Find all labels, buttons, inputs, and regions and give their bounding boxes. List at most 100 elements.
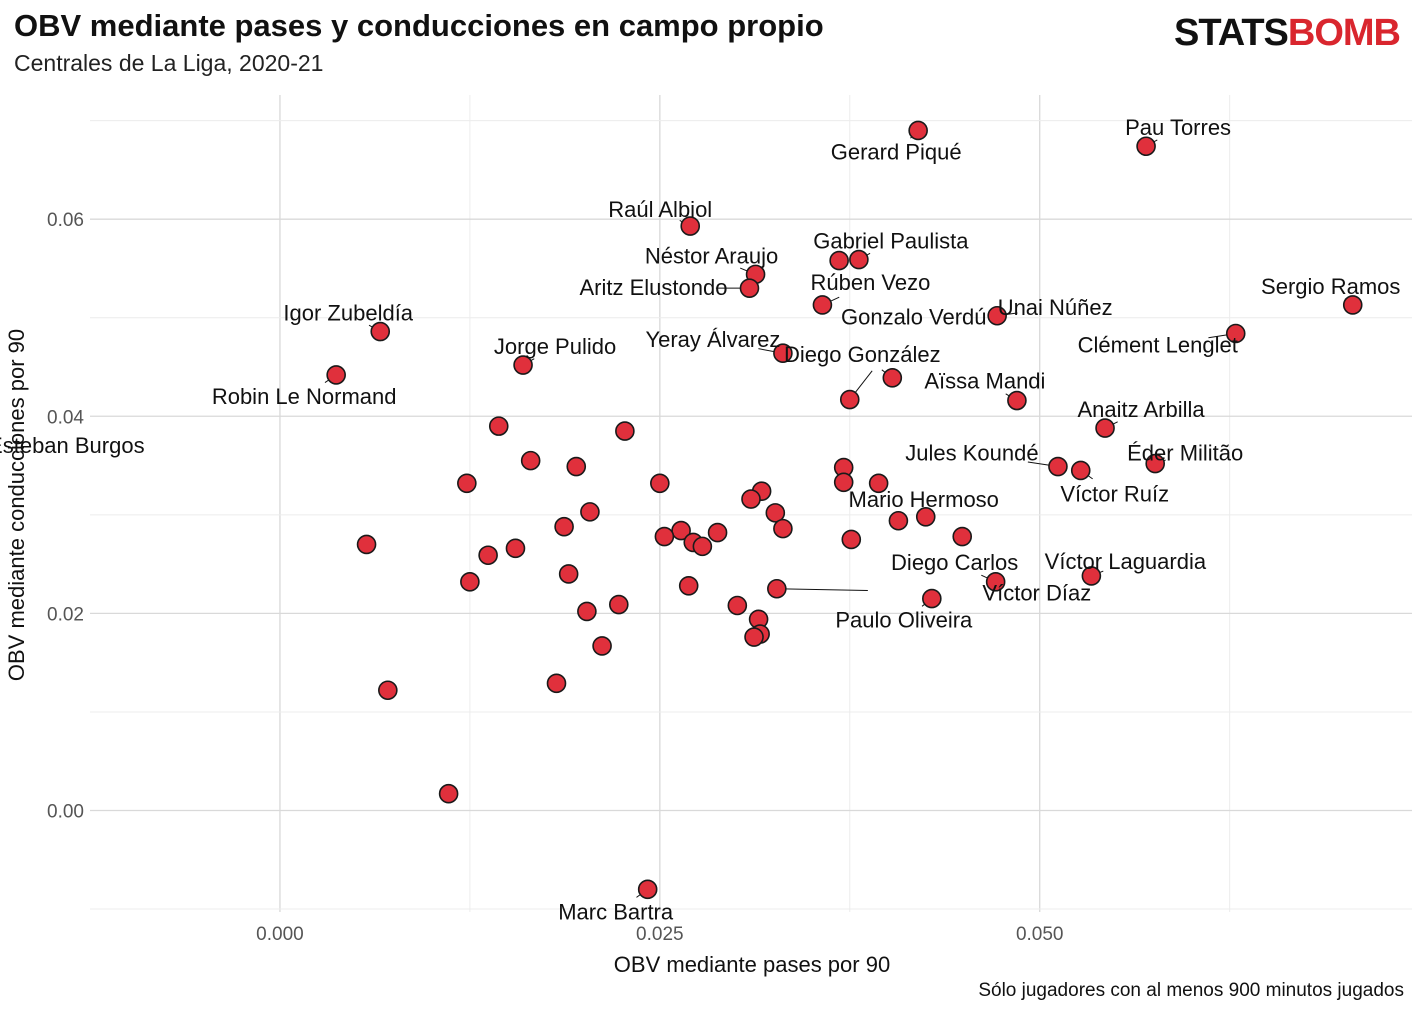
player-point xyxy=(592,636,612,656)
player-point xyxy=(457,473,477,494)
player-point xyxy=(829,250,849,271)
player-point xyxy=(460,572,480,592)
player-point xyxy=(637,879,658,900)
player-point xyxy=(1225,323,1246,344)
point-label: Yeray Álvarez xyxy=(645,327,780,352)
player-point xyxy=(1070,460,1091,481)
player-point xyxy=(678,575,699,596)
player-point xyxy=(882,368,903,388)
point-label: Rúben Vezo xyxy=(810,270,930,295)
grid-lines xyxy=(90,95,1412,912)
player-point xyxy=(1095,418,1115,438)
logo-bomb-text: BOMB xyxy=(1287,12,1401,54)
player-point xyxy=(650,473,670,494)
y-tick-label: 0.06 xyxy=(47,210,84,231)
player-point xyxy=(839,389,860,410)
point-label: Gerard Piqué xyxy=(831,139,962,164)
point-label: Gabriel Paulista xyxy=(813,229,969,254)
player-point xyxy=(1145,453,1165,474)
player-point xyxy=(868,473,889,494)
player-point xyxy=(841,529,862,550)
player-point xyxy=(1007,390,1027,411)
player-point xyxy=(326,365,346,385)
x-tick-label: 0.025 xyxy=(636,924,684,945)
x-tick-label: 0.050 xyxy=(1016,924,1064,945)
x-tick-label: 0.000 xyxy=(256,924,304,945)
player-point xyxy=(707,522,728,543)
point-label: Néstor Araujo xyxy=(645,243,778,268)
player-point xyxy=(727,595,748,616)
player-point xyxy=(922,588,942,609)
player-point xyxy=(987,305,1007,326)
point-label: Esteban Burgos xyxy=(0,433,145,458)
player-point xyxy=(478,545,498,566)
point-label: Pau Torres xyxy=(1125,115,1231,140)
player-point xyxy=(1342,295,1363,315)
player-point xyxy=(356,534,377,555)
player-point xyxy=(888,510,909,531)
player-point xyxy=(1136,136,1156,157)
player-point xyxy=(566,456,587,477)
player-point xyxy=(952,526,973,547)
axis-ticks: 0.000 0.025 0.050 0.00 0.02 0.04 0.06 xyxy=(47,210,1063,945)
player-point xyxy=(739,278,760,298)
player-point xyxy=(554,516,574,537)
player-point xyxy=(692,536,713,557)
player-point xyxy=(1048,456,1068,477)
point-label: Víctor Ruíz xyxy=(1060,481,1169,506)
point-label: Marc Bartra xyxy=(558,899,674,924)
player-point xyxy=(577,601,597,622)
player-point xyxy=(985,572,1006,592)
y-tick-label: 0.02 xyxy=(47,604,84,625)
point-label: Diego Carlos xyxy=(891,550,1018,575)
point-label: Aïssa Mandi xyxy=(924,369,1045,394)
player-point xyxy=(505,538,526,559)
y-axis-title: OBV mediante conducciones por 90 xyxy=(4,329,29,681)
point-label: Víctor Laguardia xyxy=(1045,549,1207,574)
player-point xyxy=(767,578,787,599)
player-point xyxy=(908,120,928,141)
player-point xyxy=(488,416,509,436)
player-point xyxy=(833,472,854,493)
player-point xyxy=(513,355,533,375)
player-point xyxy=(546,673,567,694)
player-point xyxy=(741,489,761,509)
player-point xyxy=(744,627,764,647)
player-point xyxy=(773,518,793,539)
player-point xyxy=(520,450,541,471)
logo-stats-text: STATS xyxy=(1173,12,1289,54)
point-label: Raúl Albiol xyxy=(608,197,712,222)
point-label: Robin Le Normand xyxy=(212,384,397,409)
x-axis-title: OBV mediante pases por 90 xyxy=(614,952,890,977)
player-point xyxy=(773,343,793,364)
y-tick-label: 0.00 xyxy=(47,801,84,822)
point-label: Aritz Elustondo xyxy=(579,275,727,300)
y-tick-label: 0.04 xyxy=(47,407,84,428)
chart-subtitle: Centrales de La Liga, 2020-21 xyxy=(14,50,324,76)
player-point xyxy=(438,783,459,804)
player-point xyxy=(680,216,701,236)
point-label: Éder Militão xyxy=(1127,441,1243,466)
point-label: Unai Núñez xyxy=(998,295,1113,320)
player-point xyxy=(378,680,398,701)
point-label: Igor Zubeldía xyxy=(283,301,413,326)
chart-title: OBV mediante pases y conducciones en cam… xyxy=(14,8,824,43)
point-label: Mario Hermoso xyxy=(849,487,999,512)
player-point xyxy=(915,507,936,527)
point-label: Anaitz Arbilla xyxy=(1077,397,1205,422)
player-point xyxy=(580,502,600,522)
player-point xyxy=(654,526,675,547)
player-point xyxy=(765,503,786,523)
player-point xyxy=(849,249,869,270)
point-labels: Gerard Piqué Pau Torres Raúl Albiol Gabriel… xyxy=(0,115,1400,924)
player-point xyxy=(370,321,391,342)
label-leader-line xyxy=(776,588,868,591)
player-point xyxy=(812,295,833,315)
point-label: Sergio Ramos xyxy=(1261,274,1400,299)
player-point xyxy=(1081,566,1102,586)
player-point xyxy=(608,594,629,615)
point-label: Clément Lenglet xyxy=(1078,332,1238,357)
data-points xyxy=(326,120,1363,900)
point-label: Gonzalo Verdú xyxy=(841,305,987,330)
